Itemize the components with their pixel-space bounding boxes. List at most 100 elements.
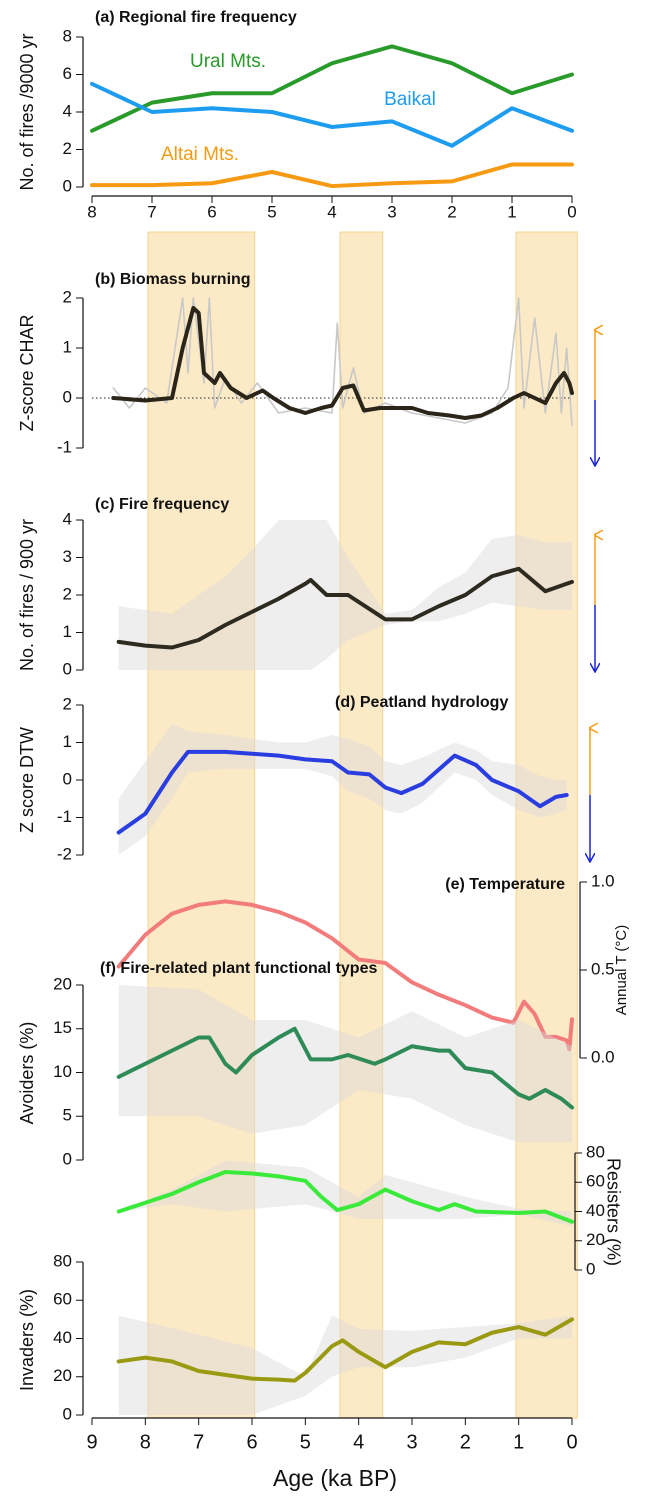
y-tick-label: 10 <box>53 1062 72 1081</box>
y-tick-label: 1 <box>63 337 72 356</box>
y-tick-label: 2 <box>63 139 72 158</box>
panel: 0 1 2 3 4 (c) Fire frequency No. of fires / 90… <box>17 496 574 678</box>
y-tick-label: 1.0 <box>591 871 615 890</box>
y-tick-label: 0 <box>63 1404 72 1423</box>
x-tick-label: 8 <box>140 1431 151 1453</box>
y-tick-label: 60 <box>53 1290 72 1309</box>
y-tick-label: 80 <box>586 1142 605 1161</box>
y-tick-label: 40 <box>53 1328 72 1347</box>
x-tick-label: 9 <box>86 1431 97 1453</box>
direction-arrows <box>590 330 595 862</box>
highlight-period <box>147 231 256 1419</box>
y-tick-label: 4 <box>63 101 72 120</box>
x-tick-label: 6 <box>246 1431 257 1453</box>
panel-title: (a) Regional fire frequency <box>95 9 297 26</box>
x-tick-label: 0 <box>567 202 576 221</box>
x-tick-label: 2 <box>447 202 456 221</box>
panel-title: (d) Peatland hydrology <box>335 694 508 711</box>
y-tick-label: -1 <box>57 437 72 456</box>
x-tick-label: 1 <box>507 202 516 221</box>
series-line <box>116 899 574 1052</box>
series-line <box>116 749 569 835</box>
y-tick-label: 6 <box>63 64 72 83</box>
highlight-period <box>339 231 384 1419</box>
x-tick-label: 3 <box>406 1431 417 1453</box>
series-label: Altai Mts. <box>161 144 239 165</box>
x-tick-label: 1 <box>513 1431 524 1453</box>
x-tick-label: 3 <box>387 202 396 221</box>
y-axis-label: Invaders (%) <box>17 1289 37 1391</box>
series-line <box>90 162 574 189</box>
y-tick-label: 0 <box>63 387 72 406</box>
y-tick-label: 1 <box>63 622 72 641</box>
y-tick-label: 80 <box>53 1251 72 1270</box>
y-tick-label: 60 <box>586 1172 605 1191</box>
y-axis-label: Z-score CHAR <box>17 314 37 431</box>
x-tick-label: 5 <box>267 202 276 221</box>
y-axis-label: No. of fires / 900 yr <box>17 519 37 671</box>
uncertainty-band <box>118 985 573 1143</box>
panel: 0 5 10 15 20 (f) Fire-related plant functiona… <box>17 960 574 1168</box>
y-tick-label: 0 <box>63 769 72 788</box>
x-tick-label: 5 <box>300 1431 311 1453</box>
y-tick-label: 4 <box>63 509 72 528</box>
panel-title: (b) Biomass burning <box>95 271 251 288</box>
y-tick-label: 0 <box>63 176 72 195</box>
y-tick-label: 5 <box>63 1106 72 1125</box>
series-line <box>90 44 574 133</box>
y-tick-label: 40 <box>586 1201 605 1220</box>
y-tick-label: 2 <box>63 584 72 603</box>
x-tick-label: 4 <box>327 202 336 221</box>
panel-title: (c) Fire frequency <box>95 496 229 513</box>
x-tick-label: 0 <box>566 1431 577 1453</box>
y-tick-label: 2 <box>63 287 72 306</box>
y-tick-label: 0 <box>63 659 72 678</box>
y-tick-label: 3 <box>63 547 72 566</box>
y-axis-label: Annual T (°C) <box>613 925 630 1015</box>
series-label: Baikal <box>384 89 436 110</box>
x-tick-label: 8 <box>87 202 96 221</box>
y-tick-label: -2 <box>57 844 72 863</box>
panel-title: (e) Temperature <box>445 876 565 893</box>
panel-title: (f) Fire-related plant functional types <box>100 960 377 977</box>
highlight-period <box>515 231 578 1419</box>
y-tick-label: 2 <box>63 694 72 713</box>
y-tick-label: -1 <box>57 807 72 826</box>
panel: 0.0 0.5 1.0 (e) Temperature Annual T (°C) <box>116 871 630 1066</box>
y-axis-label: Resisters (%) <box>603 1158 623 1266</box>
x-tick-label: 4 <box>353 1431 364 1453</box>
uncertainty-band <box>118 1160 573 1227</box>
series-line <box>116 1026 574 1110</box>
y-tick-label: 20 <box>53 974 72 993</box>
y-axis-label: No. of fires /9000 yr <box>17 33 37 190</box>
series-line <box>111 306 574 420</box>
panel: 0 2 4 6 8 (a) Regional fire frequency No. of f… <box>17 9 577 221</box>
y-axis-label: Z score DTW <box>17 727 37 833</box>
x-tick-label: 7 <box>193 1431 204 1453</box>
y-tick-label: 15 <box>53 1018 72 1037</box>
panel: -1 0 1 2 (b) Biomass burning Z-score CHAR <box>17 271 574 456</box>
series-line <box>116 1317 574 1383</box>
y-tick-label: 0.0 <box>591 1047 615 1066</box>
panel: 0 20 40 60 80 Invaders (%) <box>17 1251 574 1423</box>
y-tick-label: 0 <box>63 1149 72 1168</box>
y-tick-label: 1 <box>63 732 72 751</box>
x-tick-label: 7 <box>147 202 156 221</box>
series-label: Ural Mts. <box>190 51 266 72</box>
series-line <box>112 297 573 427</box>
y-tick-label: 20 <box>586 1230 605 1249</box>
y-axis-label: Avoiders (%) <box>17 1022 37 1125</box>
panel: -2 -1 0 1 2 (d) Peatland hydrology Z score DTW <box>17 694 569 863</box>
x-axis-label: Age (ka BP) <box>273 1465 397 1491</box>
x-tick-label: 2 <box>460 1431 471 1453</box>
y-tick-label: 0 <box>586 1259 595 1278</box>
y-tick-label: 0.5 <box>591 959 615 978</box>
x-tick-label: 6 <box>207 202 216 221</box>
series-line <box>90 81 574 148</box>
uncertainty-band <box>118 1315 573 1415</box>
series-line <box>116 566 574 650</box>
series-line <box>116 1170 574 1224</box>
y-tick-label: 8 <box>63 26 72 45</box>
